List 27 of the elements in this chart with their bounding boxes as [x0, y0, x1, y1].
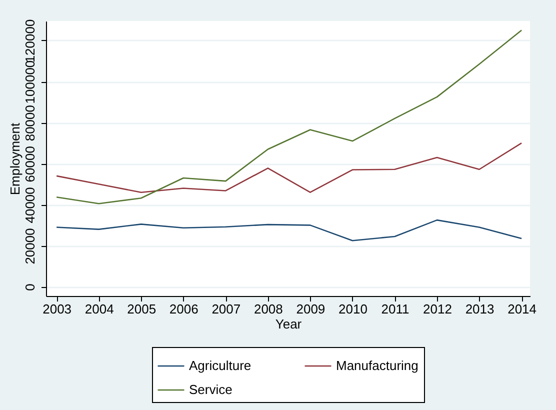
x-tick-label: 2014	[508, 302, 537, 316]
y-tick-label: 80000	[22, 105, 38, 142]
y-tick-label: 20000	[22, 228, 38, 264]
y-axis-title: Employment	[8, 122, 22, 196]
x-tick-label: 2005	[127, 302, 156, 316]
x-tick-label: 2009	[296, 302, 326, 316]
x-tick-label: 2013	[465, 302, 494, 316]
x-tick-label: 2004	[84, 302, 114, 316]
x-axis-title: Year	[275, 316, 302, 332]
x-tick-label: 2007	[212, 302, 241, 316]
y-tick-label: 60000	[22, 146, 38, 182]
x-tick-label: 2010	[338, 302, 368, 316]
legend-label: Manufacturing	[336, 358, 418, 373]
legend-label: Agriculture	[189, 358, 252, 373]
y-tick-label: 100000	[22, 60, 38, 104]
legend-label: Service	[189, 382, 232, 397]
x-tick-label: 2011	[381, 302, 410, 316]
line-series	[56, 219, 522, 242]
x-tick-label: 2003	[42, 302, 72, 316]
y-tick-label: 120000	[22, 19, 38, 63]
x-tick-label: 2008	[254, 302, 283, 316]
x-tick-label: 2006	[169, 302, 198, 316]
x-tick-label: 2012	[423, 302, 452, 316]
y-tick-label: 40000	[22, 187, 38, 224]
line-series	[56, 30, 522, 204]
y-tick-label: 0	[22, 284, 38, 291]
line-series	[56, 142, 522, 194]
